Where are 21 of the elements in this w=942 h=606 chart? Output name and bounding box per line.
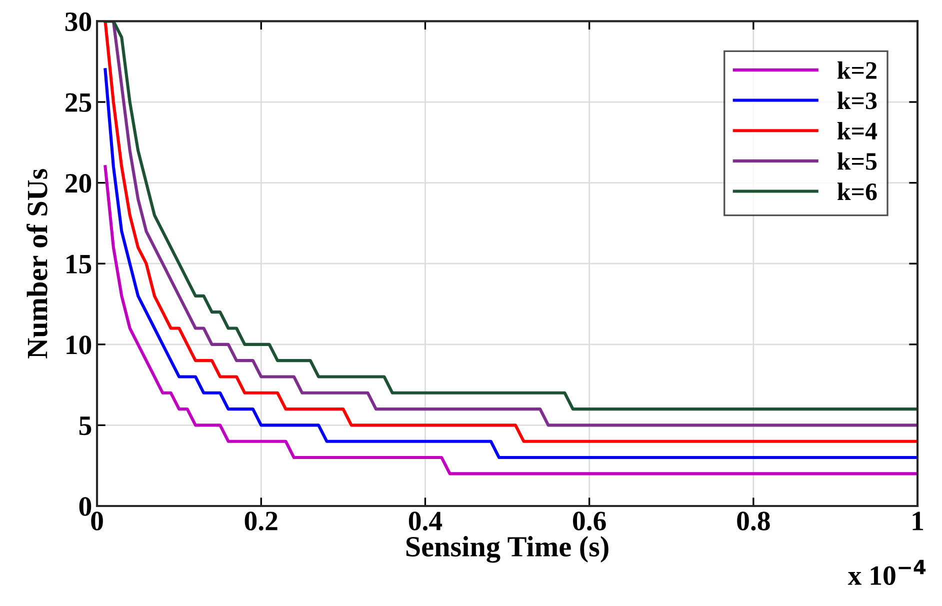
x-tick-label: 1 <box>912 512 924 530</box>
y-tick-label: 15 <box>66 254 92 274</box>
y-tick-label: 25 <box>66 93 92 112</box>
y-tick-label: 0 <box>79 497 92 516</box>
x-tick-label: 0.2 <box>244 512 278 531</box>
text: x 10$^{−4}$ <box>848 560 926 586</box>
x-tick-label: 0.8 <box>737 512 770 531</box>
legend-label: k=2 <box>837 61 876 79</box>
x-tick-label: 0 <box>91 512 103 530</box>
legend-label: k=4 <box>837 122 878 140</box>
x-tick-label: 0.4 <box>408 512 442 531</box>
x-axis-title: Sensing Time (s) <box>406 536 608 563</box>
y-tick-label: 10 <box>66 336 92 354</box>
y-tick-label: 20 <box>66 174 92 193</box>
legend-label: k=5 <box>837 152 877 170</box>
y-tick-label: 30 <box>65 12 92 32</box>
legend-label: k=6 <box>837 182 877 200</box>
legend-label: k=3 <box>837 92 877 110</box>
x-tick-label: 0.6 <box>573 512 606 531</box>
y-tick-label: 5 <box>79 416 92 436</box>
y-axis-title: Number of SUs <box>26 168 48 358</box>
